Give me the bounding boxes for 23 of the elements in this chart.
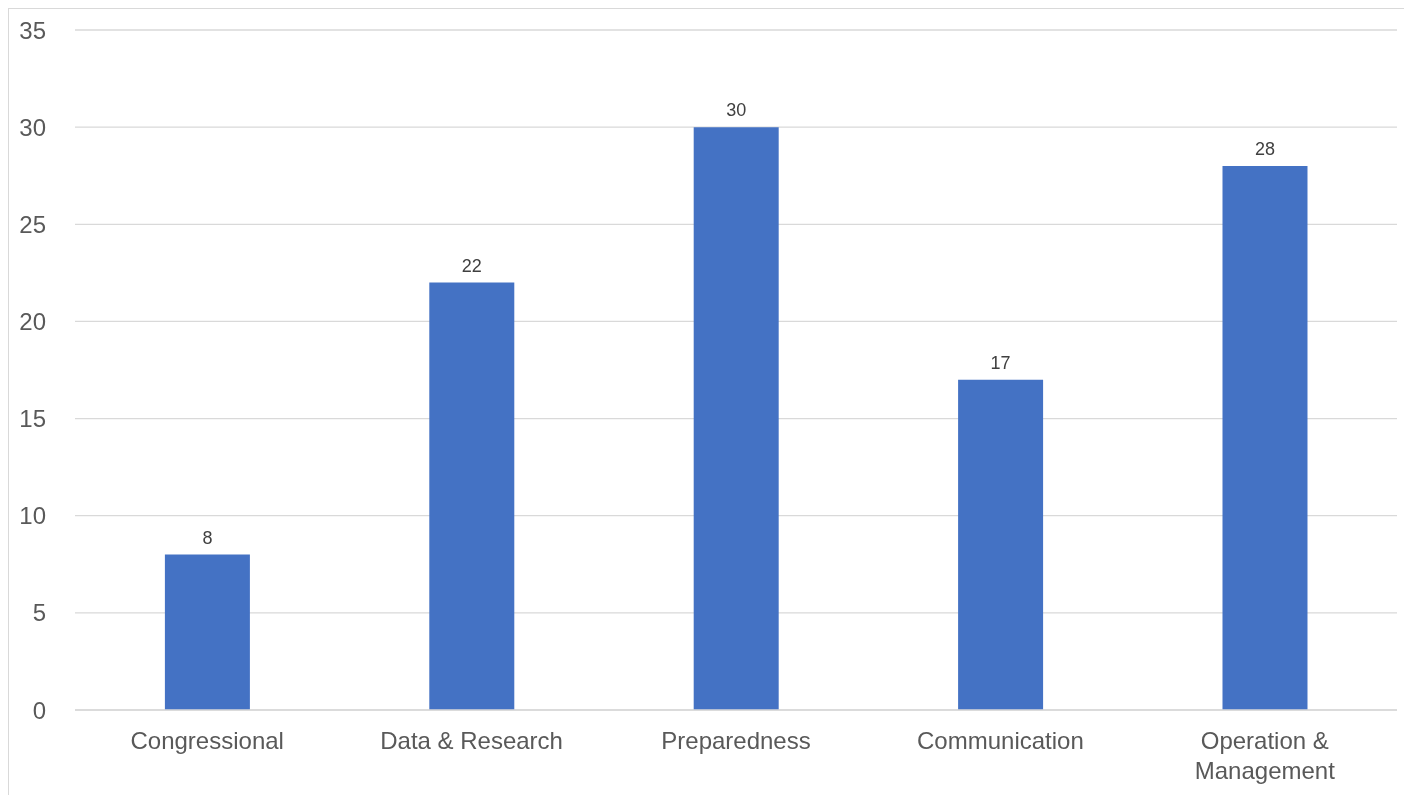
x-tick-label: Communication [917,727,1084,755]
bar [1222,166,1308,710]
x-tick-label: Operation & Management [1194,727,1336,785]
y-tick-label: 30 [19,113,46,141]
bar [429,282,515,710]
data-label: 17 [990,352,1011,373]
y-tick-label: 15 [19,405,46,433]
x-tick-label: Data & Research [380,727,563,755]
y-tick-label: 35 [19,16,46,44]
y-tick-label: 25 [19,210,46,238]
data-label: 28 [1254,139,1276,159]
bar [164,554,250,710]
bar [958,379,1044,710]
data-label: 30 [726,100,747,121]
y-tick-label: 20 [19,307,46,335]
data-label: 22 [461,255,482,276]
y-tick-label: 0 [32,696,46,724]
y-tick-label: 10 [19,502,46,530]
data-label: 8 [202,527,213,548]
x-tick-label: Congressional [130,727,284,755]
bar [693,127,779,710]
x-tick-label: Preparedness [661,727,811,755]
y-tick-label: 5 [32,599,46,627]
